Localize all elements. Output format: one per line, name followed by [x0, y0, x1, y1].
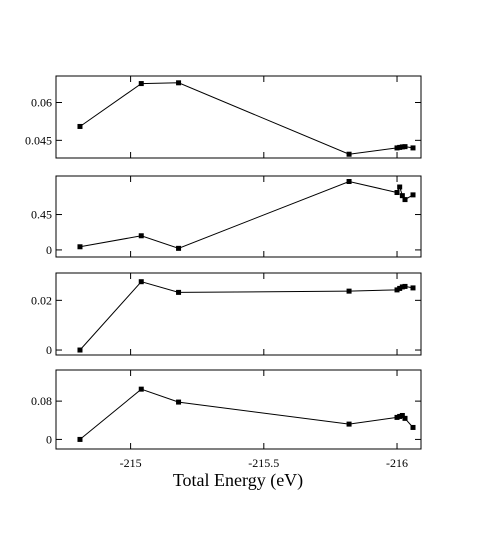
x-axis-label: Total Energy (eV) [173, 470, 303, 491]
y-tick-label: 0.06 [31, 95, 52, 109]
panel-frame [55, 75, 422, 159]
data-point [397, 413, 403, 419]
data-point [77, 244, 83, 250]
data-point [138, 81, 144, 87]
panel-frame [55, 272, 422, 356]
data-point [397, 144, 403, 150]
data-point [346, 179, 352, 185]
series-line [79, 82, 414, 155]
y-tick-label: 0 [46, 432, 52, 446]
data-point [410, 145, 416, 151]
data-point [410, 285, 416, 291]
series-line [79, 281, 414, 351]
series-line [79, 388, 414, 440]
panel-2: 0.45 0 [31, 175, 422, 258]
data-point [346, 151, 352, 157]
x-tick-label: -215 [120, 456, 142, 470]
data-point [138, 386, 144, 392]
data-point [77, 123, 83, 129]
data-point [77, 436, 83, 442]
panel-3: 0.02 0 [31, 272, 422, 357]
panel-frame [55, 369, 422, 450]
x-tick-label: -216 [386, 456, 408, 470]
data-point [394, 190, 400, 196]
panel-frame [55, 175, 422, 258]
data-point [399, 193, 405, 199]
data-point [399, 284, 405, 290]
x-tick-label: -215.5 [248, 456, 279, 470]
data-point [397, 184, 403, 190]
panel-1: 0.06 0.045 [25, 75, 422, 159]
y-tick-label: 0.045 [25, 133, 52, 147]
data-point [399, 412, 405, 418]
data-point [176, 245, 182, 251]
series-line [79, 180, 414, 249]
data-point [77, 347, 83, 353]
data-point [346, 421, 352, 427]
data-point [402, 197, 408, 203]
data-point [399, 144, 405, 150]
data-point [346, 288, 352, 294]
data-point [394, 287, 400, 293]
y-tick-label: 0.08 [31, 394, 52, 408]
data-point [176, 399, 182, 405]
data-point [397, 285, 403, 291]
data-point [176, 289, 182, 295]
data-point [402, 144, 408, 150]
y-tick-label: 0.45 [31, 208, 52, 222]
data-point [138, 233, 144, 239]
panel-4: 0.08 0 -215 -215.5 -216 [31, 369, 422, 470]
data-point [394, 145, 400, 151]
data-point [176, 80, 182, 86]
data-point [138, 279, 144, 285]
y-tick-label: 0.02 [31, 293, 52, 307]
data-point [394, 414, 400, 420]
data-point [402, 415, 408, 421]
data-point [402, 283, 408, 289]
data-point [410, 192, 416, 198]
y-tick-label: 0 [46, 343, 52, 357]
y-tick-label: 0 [46, 243, 52, 257]
data-point [410, 424, 416, 430]
chart-panels: 0.06 0.045 0.45 0 0.02 0 0.08 0 -215 -215.5 -216 [25, 75, 422, 470]
